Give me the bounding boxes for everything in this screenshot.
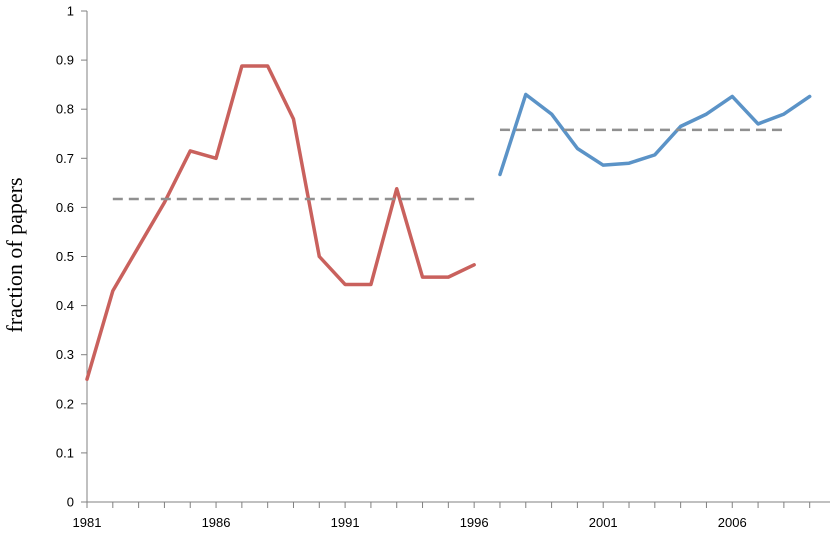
- y-tick-label: 0.2: [56, 396, 74, 411]
- series-line-0: [85, 64, 476, 381]
- x-tick-label: 2006: [718, 515, 747, 530]
- x-tick-label: 2001: [589, 515, 618, 530]
- x-tick-label: 1981: [73, 515, 102, 530]
- x-axis: 1981 1986 1991 1996 2001 2006: [73, 501, 830, 530]
- y-tick-label: 0.1: [56, 445, 74, 460]
- x-tick-label: 1991: [331, 515, 360, 530]
- y-tick-label: 0.9: [56, 53, 74, 68]
- y-tick-label: 0.6: [56, 200, 74, 215]
- x-tick-label: 1996: [460, 515, 489, 530]
- series-line-1: [498, 92, 812, 177]
- y-tick-label: 0.7: [56, 151, 74, 166]
- y-tick-label: 0: [67, 495, 74, 510]
- y-tick-label: 1: [67, 4, 74, 19]
- y-tick-label: 0.3: [56, 347, 74, 362]
- y-tick-label: 0.4: [56, 298, 74, 313]
- y-tick-label: 0.5: [56, 249, 74, 264]
- y-axis: 0 0.1 0.2 0.3 0.4 0.5 0.6 0.7 0.8 0.9 1: [56, 4, 88, 510]
- series-lines: [85, 64, 812, 381]
- y-tick-label: 0.8: [56, 102, 74, 117]
- y-axis-title: fraction of papers: [2, 177, 27, 332]
- x-tick-label: 1986: [202, 515, 231, 530]
